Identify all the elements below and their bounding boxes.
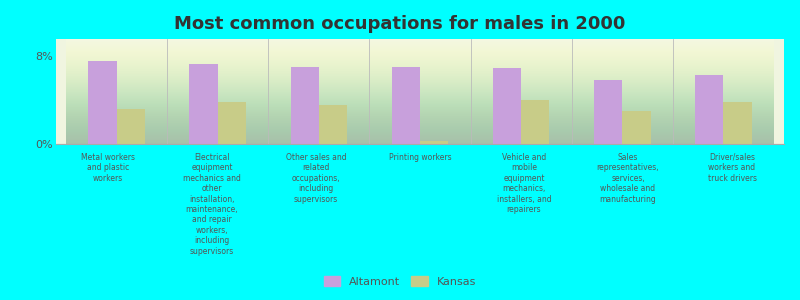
Bar (218, 102, 246, 144)
Bar (117, 109, 145, 144)
Bar (521, 100, 550, 144)
Bar (290, 67, 319, 144)
Text: Other sales and
related
occupations,
including
supervisors: Other sales and related occupations, inc… (286, 153, 346, 204)
Legend: Altamont, Kansas: Altamont, Kansas (319, 272, 481, 291)
Bar (622, 111, 650, 144)
Bar (723, 102, 752, 144)
Text: Electrical
equipment
mechanics and
other
installation,
maintenance,
and repair
w: Electrical equipment mechanics and other… (183, 153, 241, 256)
Bar (493, 68, 521, 144)
Bar (420, 141, 448, 144)
Bar (392, 67, 420, 144)
Bar (594, 80, 622, 144)
Bar (319, 105, 347, 144)
Text: Vehicle and
mobile
equipment
mechanics,
installers, and
repairers: Vehicle and mobile equipment mechanics, … (497, 153, 551, 214)
Text: Most common occupations for males in 2000: Most common occupations for males in 200… (174, 15, 626, 33)
Text: Driver/sales
workers and
truck drivers: Driver/sales workers and truck drivers (707, 153, 757, 183)
Bar (88, 61, 117, 144)
Text: Sales
representatives,
services,
wholesale and
manufacturing: Sales representatives, services, wholesa… (597, 153, 659, 204)
Text: Metal workers
and plastic
workers: Metal workers and plastic workers (81, 153, 135, 183)
Bar (190, 64, 218, 144)
Text: Printing workers: Printing workers (389, 153, 451, 162)
Bar (695, 76, 723, 144)
